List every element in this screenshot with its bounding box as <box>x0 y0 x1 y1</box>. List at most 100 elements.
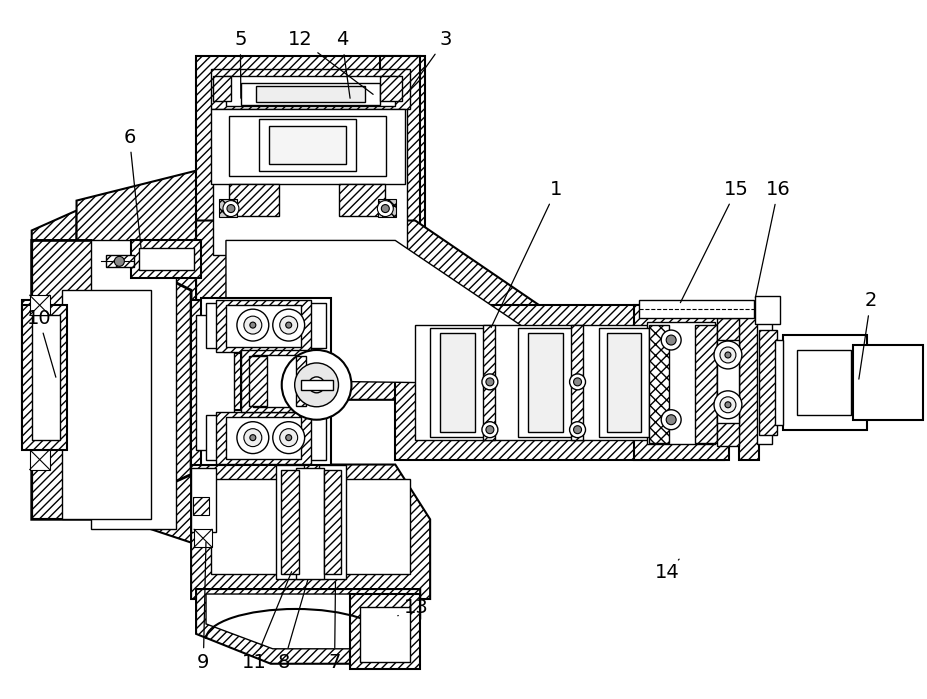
Bar <box>738 305 758 459</box>
Bar <box>649 325 668 442</box>
Circle shape <box>377 201 393 217</box>
Bar <box>281 470 298 574</box>
Bar <box>338 184 385 215</box>
Bar <box>350 594 420 669</box>
Circle shape <box>661 330 680 350</box>
Text: 2: 2 <box>857 291 876 379</box>
Bar <box>32 315 59 440</box>
Bar <box>92 240 176 529</box>
Circle shape <box>486 378 493 386</box>
Circle shape <box>569 374 585 390</box>
Circle shape <box>114 257 124 266</box>
Bar <box>21 315 61 425</box>
Bar <box>259 119 356 171</box>
Bar <box>201 298 330 353</box>
Bar <box>21 300 76 440</box>
Text: 5: 5 <box>234 30 247 99</box>
Bar <box>256 86 365 102</box>
Bar <box>646 322 714 444</box>
Bar <box>570 325 582 440</box>
Circle shape <box>244 428 261 447</box>
Circle shape <box>236 421 269 454</box>
Circle shape <box>273 421 304 454</box>
Polygon shape <box>196 589 420 664</box>
Bar <box>210 480 410 574</box>
Circle shape <box>486 426 493 433</box>
Bar <box>216 412 311 463</box>
Bar <box>781 335 867 430</box>
Circle shape <box>719 347 735 363</box>
Bar <box>607 333 641 432</box>
Circle shape <box>381 205 389 212</box>
Bar <box>318 465 346 579</box>
Bar <box>196 56 425 271</box>
Bar <box>241 350 320 412</box>
Circle shape <box>286 435 291 440</box>
Bar <box>639 300 753 318</box>
Bar <box>717 318 738 446</box>
Bar <box>795 350 851 415</box>
Bar <box>241 83 380 105</box>
Circle shape <box>573 426 581 433</box>
Text: 7: 7 <box>328 582 340 672</box>
Text: 8: 8 <box>277 579 308 672</box>
Circle shape <box>273 309 304 341</box>
Bar <box>225 417 300 459</box>
Polygon shape <box>32 240 191 519</box>
Bar <box>853 345 922 419</box>
Bar <box>269 126 346 164</box>
Text: 4: 4 <box>336 30 349 99</box>
Text: 9: 9 <box>197 542 210 672</box>
Circle shape <box>481 374 497 390</box>
Bar <box>754 296 779 324</box>
Bar <box>61 290 151 519</box>
Bar <box>30 449 50 470</box>
Text: 14: 14 <box>654 559 679 582</box>
Bar <box>275 465 303 579</box>
Bar <box>213 76 231 101</box>
Circle shape <box>713 391 741 419</box>
Circle shape <box>713 341 741 369</box>
Circle shape <box>222 201 238 217</box>
Bar <box>430 328 485 437</box>
Polygon shape <box>380 56 420 280</box>
Bar <box>206 303 325 348</box>
Bar <box>694 325 717 442</box>
Polygon shape <box>225 240 579 385</box>
Bar <box>219 199 236 217</box>
Circle shape <box>279 428 298 447</box>
Text: 13: 13 <box>398 598 428 617</box>
Bar <box>378 199 396 217</box>
Bar <box>229 184 278 215</box>
Bar <box>252 355 309 407</box>
Bar <box>414 325 708 440</box>
Text: 3: 3 <box>406 30 451 94</box>
Bar <box>296 468 324 579</box>
Polygon shape <box>196 220 618 400</box>
Text: 10: 10 <box>27 309 56 377</box>
Polygon shape <box>76 171 196 545</box>
Circle shape <box>282 350 351 419</box>
Bar <box>194 529 211 547</box>
Bar <box>756 322 771 444</box>
Bar <box>132 240 201 278</box>
Bar <box>21 305 67 449</box>
Polygon shape <box>206 594 410 649</box>
Bar <box>206 415 325 459</box>
Bar <box>439 333 475 432</box>
Bar <box>213 71 407 255</box>
Bar <box>225 305 300 347</box>
Circle shape <box>719 397 735 412</box>
Circle shape <box>724 352 730 358</box>
Bar <box>216 300 311 352</box>
Circle shape <box>309 377 324 393</box>
Bar <box>248 356 266 406</box>
Bar <box>324 470 341 574</box>
Bar <box>380 76 401 101</box>
Text: 15: 15 <box>679 180 748 303</box>
Bar <box>717 340 738 423</box>
Circle shape <box>724 402 730 408</box>
Bar <box>210 69 410 109</box>
Bar <box>30 295 50 315</box>
Bar <box>758 330 776 435</box>
